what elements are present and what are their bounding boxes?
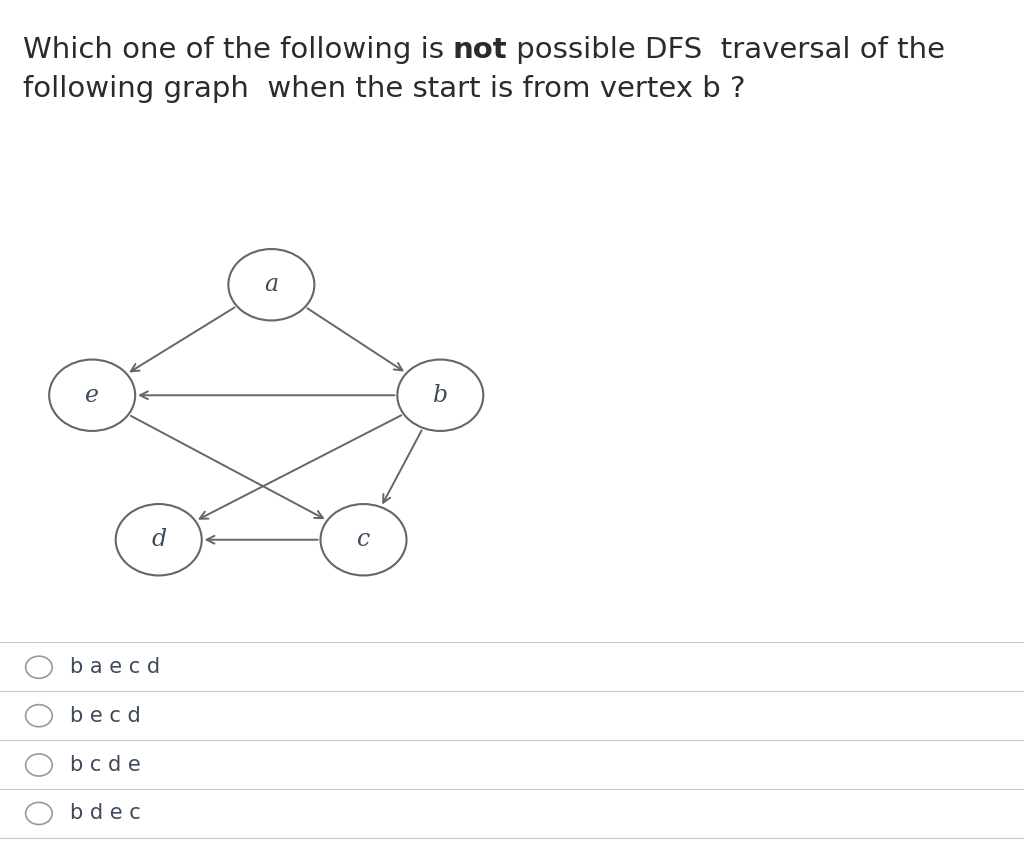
Text: e: e xyxy=(85,383,99,407)
Text: b c d e: b c d e xyxy=(70,755,140,775)
Text: not: not xyxy=(453,36,508,64)
Text: following graph  when the start is from vertex b ?: following graph when the start is from v… xyxy=(23,75,745,103)
Circle shape xyxy=(116,504,202,575)
Circle shape xyxy=(49,360,135,431)
Text: b: b xyxy=(433,383,447,407)
Circle shape xyxy=(228,249,314,320)
Text: c: c xyxy=(357,528,370,552)
Text: b a e c d: b a e c d xyxy=(70,657,160,677)
Text: d: d xyxy=(152,528,166,552)
Text: possible DFS  traversal of the: possible DFS traversal of the xyxy=(508,36,945,64)
Text: Which one of the following is: Which one of the following is xyxy=(23,36,453,64)
Circle shape xyxy=(321,504,407,575)
Text: b e c d: b e c d xyxy=(70,706,140,726)
Text: a: a xyxy=(264,273,279,297)
Text: b d e c: b d e c xyxy=(70,803,140,824)
Circle shape xyxy=(397,360,483,431)
